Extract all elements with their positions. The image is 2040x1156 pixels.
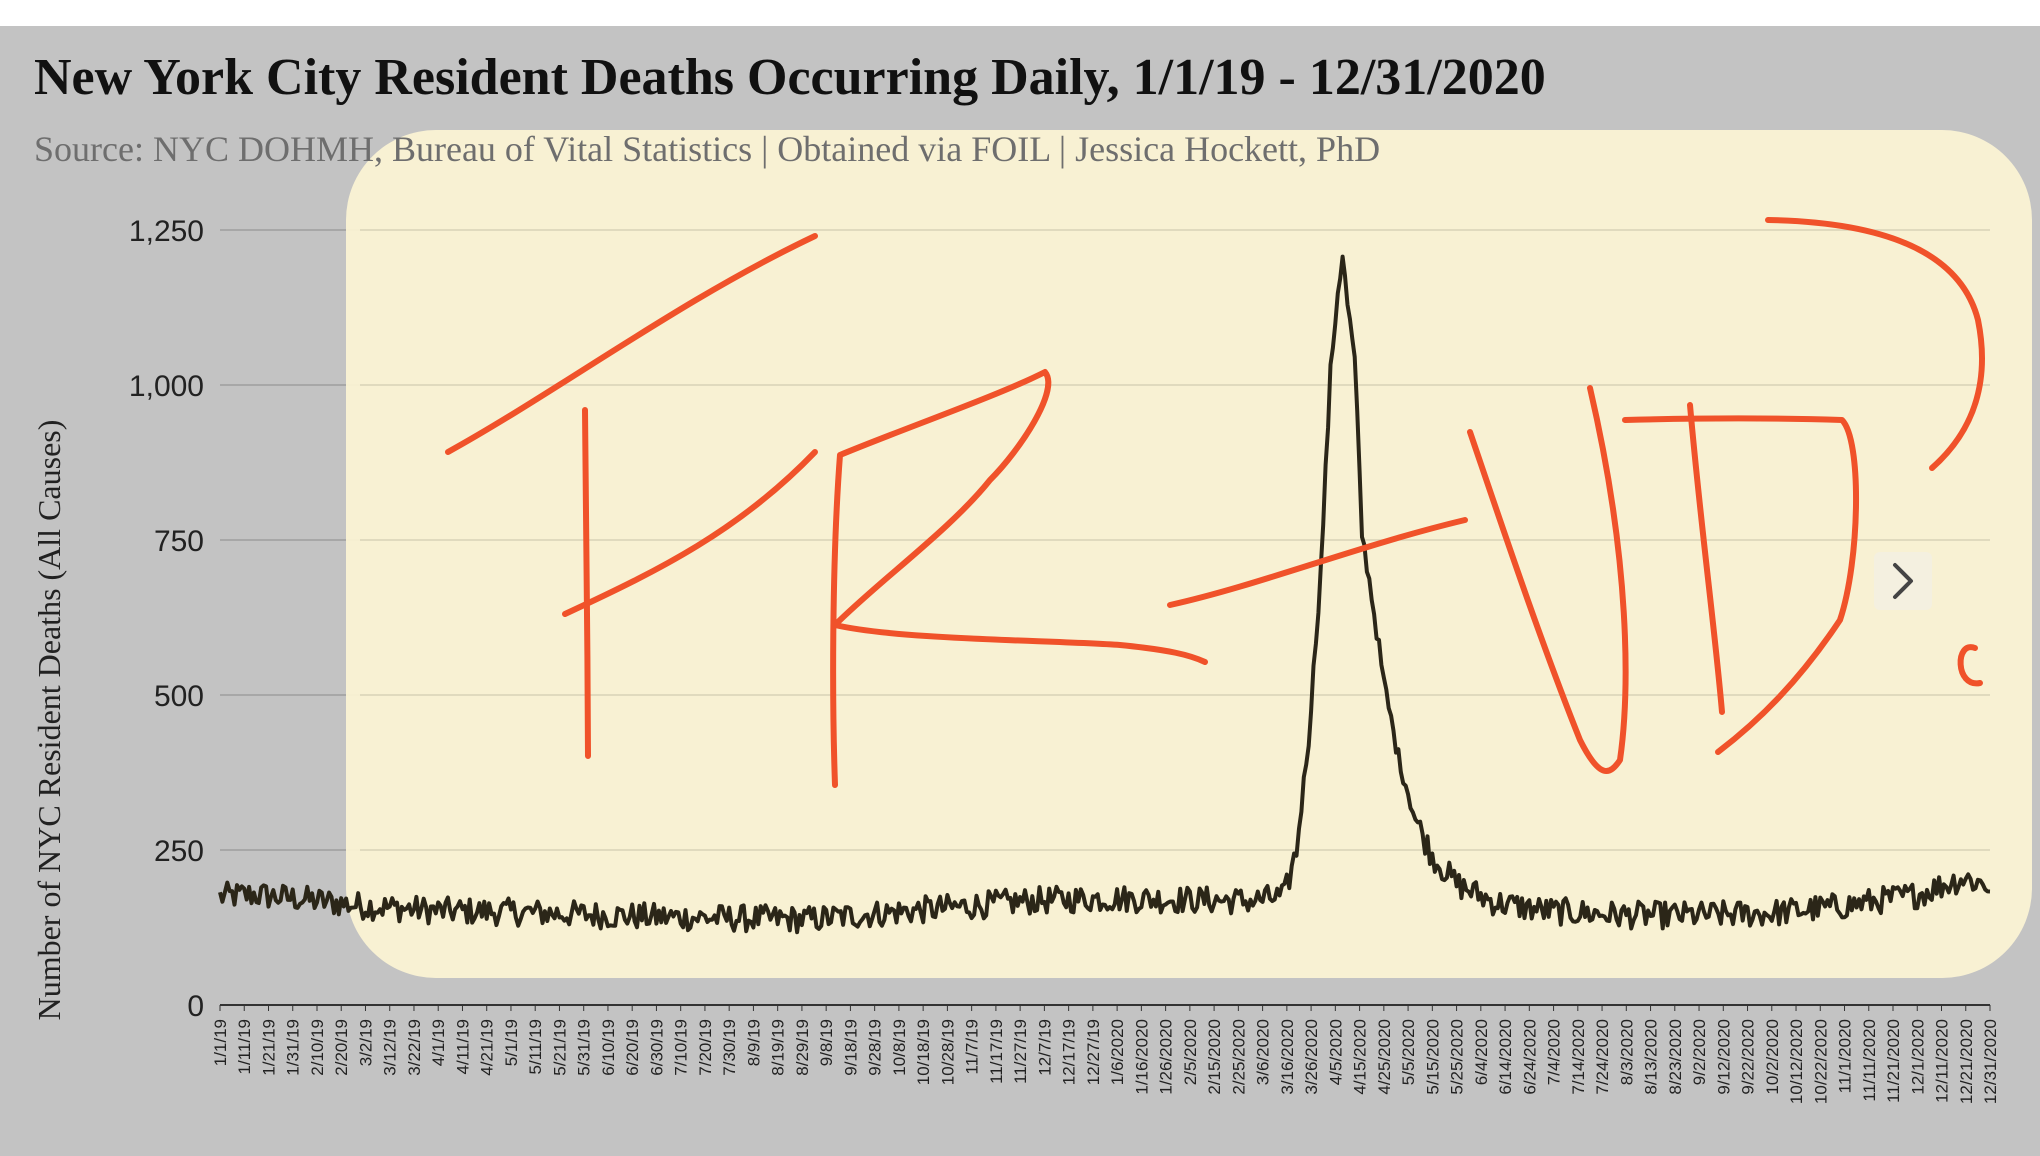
- x-tick-label: 9/2/2020: [1690, 1019, 1709, 1085]
- y-tick-label: 750: [154, 525, 204, 558]
- x-tick-label: 9/22/2020: [1739, 1019, 1758, 1095]
- x-tick-label: 12/7/19: [1035, 1019, 1054, 1076]
- x-tick-label: 4/25/2020: [1375, 1019, 1394, 1095]
- x-tick-label: 7/4/2020: [1545, 1019, 1564, 1085]
- x-tick-label: 8/3/2020: [1617, 1019, 1636, 1085]
- x-tick-label: 7/14/2020: [1569, 1019, 1588, 1095]
- x-tick-label: 9/18/19: [841, 1019, 860, 1076]
- x-tick-label: 8/9/19: [744, 1019, 763, 1066]
- x-tick-label: 6/14/2020: [1496, 1019, 1515, 1095]
- x-tick-label: 2/20/19: [332, 1019, 351, 1076]
- x-tick-label: 12/1/2020: [1908, 1019, 1927, 1095]
- x-tick-label: 1/11/19: [235, 1019, 254, 1074]
- x-tick-label: 11/1/2020: [1836, 1019, 1855, 1093]
- x-tick-label: 2/5/2020: [1181, 1019, 1200, 1085]
- chevron-right-icon: [1893, 563, 1913, 599]
- x-tick-label: 10/28/19: [938, 1019, 957, 1085]
- x-tick-label: 10/12/2020: [1787, 1019, 1806, 1104]
- x-tick-label: 8/29/19: [793, 1019, 812, 1076]
- x-tick-label: 6/24/2020: [1520, 1019, 1539, 1095]
- next-button[interactable]: [1874, 552, 1932, 610]
- x-tick-label: 1/31/19: [284, 1019, 303, 1076]
- x-tick-label: 12/17/19: [1060, 1019, 1079, 1085]
- y-tick-label: 500: [154, 680, 204, 713]
- x-tick-label: 5/21/19: [550, 1019, 569, 1076]
- x-tick-label: 3/6/2020: [1254, 1019, 1273, 1085]
- x-tick-label: 12/31/2020: [1981, 1019, 2000, 1104]
- x-tick-label: 1/21/19: [259, 1019, 278, 1076]
- x-tick-label: 8/13/2020: [1642, 1019, 1661, 1095]
- x-tick-label: 3/22/19: [405, 1019, 424, 1076]
- x-tick-label: 2/15/2020: [1205, 1019, 1224, 1095]
- x-tick-label: 11/21/2020: [1884, 1019, 1903, 1103]
- x-tick-label: 12/21/2020: [1957, 1019, 1976, 1104]
- x-tick-label: 9/28/19: [866, 1019, 885, 1076]
- x-tick-label: 5/5/2020: [1399, 1019, 1418, 1085]
- series-line: [218, 254, 1991, 935]
- x-tick-label: 10/18/19: [914, 1019, 933, 1085]
- x-tick-label: 10/8/19: [890, 1019, 909, 1076]
- x-tick-label: 7/20/19: [696, 1019, 715, 1076]
- x-tick-label: 6/30/19: [647, 1019, 666, 1076]
- x-tick-label: 12/11/2020: [1933, 1019, 1952, 1103]
- x-tick-label: 1/6/2020: [1108, 1019, 1127, 1085]
- x-tick-label: 3/26/2020: [1302, 1019, 1321, 1095]
- y-tick-label: 250: [154, 835, 204, 868]
- x-tick-label: 4/11/19: [453, 1019, 472, 1074]
- x-tick-label: 11/17/19: [987, 1019, 1006, 1084]
- x-tick-label: 7/10/19: [672, 1019, 691, 1076]
- highlight-overlay: [346, 130, 2032, 978]
- handwritten-annotation: [445, 217, 1985, 788]
- x-tick-label: 9/8/19: [817, 1019, 836, 1066]
- y-tick-label: 1,250: [129, 215, 204, 248]
- y-axis-ticks: 0 250 500 750 1,000 1,250: [129, 215, 204, 1023]
- x-tick-label: 5/31/19: [575, 1019, 594, 1076]
- x-tick-label: 2/25/2020: [1229, 1019, 1248, 1095]
- x-axis-ticks: 1/1/19 1/11/19 1/21/19 1/31/19 2/10/19 2/20/1…: [211, 1005, 2000, 1104]
- x-tick-label: 6/10/19: [599, 1019, 618, 1076]
- x-tick-label: 5/25/2020: [1448, 1019, 1467, 1095]
- chart-subtitle: Source: NYC DOHMH, Bureau of Vital Stati…: [34, 129, 1381, 169]
- chart-title: New York City Resident Deaths Occurring …: [34, 49, 1546, 106]
- x-tick-label: 1/1/19: [211, 1019, 230, 1066]
- x-tick-label: 10/22/2020: [1811, 1019, 1830, 1104]
- x-tick-label: 6/4/2020: [1472, 1019, 1491, 1085]
- x-tick-label: 7/30/19: [720, 1019, 739, 1076]
- x-tick-label: 2/10/19: [308, 1019, 327, 1076]
- x-tick-label: 1/26/2020: [1157, 1019, 1176, 1095]
- x-tick-label: 3/16/2020: [1278, 1019, 1297, 1095]
- x-tick-label: 10/2/2020: [1763, 1019, 1782, 1095]
- x-tick-label: 5/1/19: [502, 1019, 521, 1066]
- x-tick-label: 8/19/19: [769, 1019, 788, 1076]
- x-tick-label: 7/24/2020: [1593, 1019, 1612, 1095]
- x-tick-label: 4/1/19: [429, 1019, 448, 1066]
- x-tick-label: 11/7/19: [963, 1019, 982, 1074]
- x-tick-label: 9/12/2020: [1714, 1019, 1733, 1095]
- x-tick-label: 5/11/19: [526, 1019, 545, 1074]
- x-tick-label: 4/21/19: [478, 1019, 497, 1076]
- x-tick-label: 1/16/2020: [1132, 1019, 1151, 1095]
- x-tick-label: 4/5/2020: [1326, 1019, 1345, 1085]
- x-tick-label: 3/2/19: [356, 1019, 375, 1066]
- x-tick-label: 5/15/2020: [1423, 1019, 1442, 1095]
- x-tick-label: 11/27/19: [1011, 1019, 1030, 1084]
- x-tick-label: 6/20/19: [623, 1019, 642, 1076]
- x-tick-label: 12/27/19: [1084, 1019, 1103, 1085]
- x-tick-label: 4/15/2020: [1351, 1019, 1370, 1095]
- x-tick-label: 8/23/2020: [1666, 1019, 1685, 1095]
- y-tick-label: 0: [187, 990, 204, 1023]
- x-tick-label: 3/12/19: [381, 1019, 400, 1076]
- y-tick-label: 1,000: [129, 370, 204, 403]
- x-tick-label: 11/11/2020: [1860, 1019, 1879, 1102]
- y-axis-label: Number of NYC Resident Deaths (All Cause…: [31, 420, 67, 1021]
